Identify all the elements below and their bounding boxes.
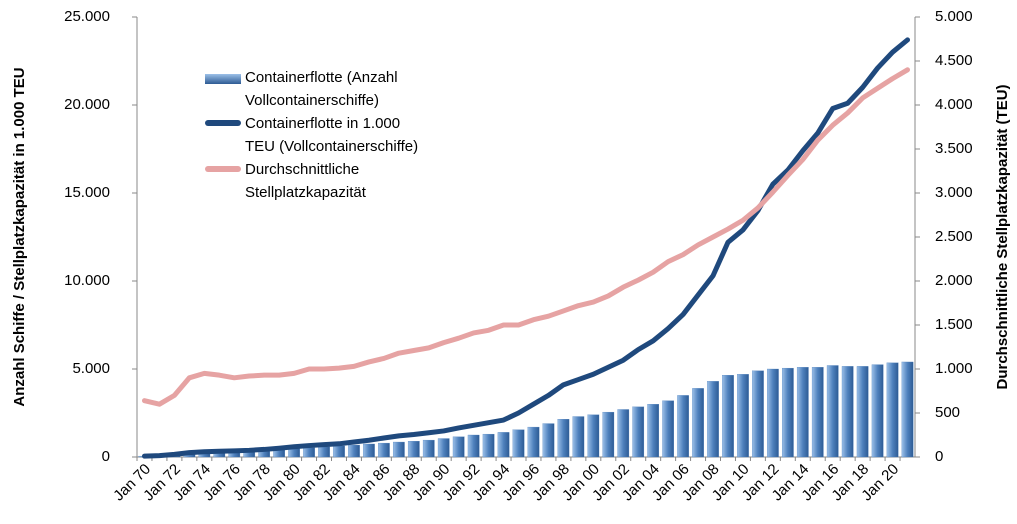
line (141, 67, 911, 407)
y2-tick-label: 1.000 (935, 360, 973, 377)
legend-entry: Containerflotte in 1.000 TEU (Vollcontai… (205, 112, 420, 158)
bar (288, 448, 300, 458)
bar (737, 374, 749, 458)
bar (871, 364, 884, 458)
y-tick-label: 0 (102, 448, 110, 465)
y2-tick-label: 0 (935, 448, 943, 465)
bar (632, 406, 645, 458)
y2-tick-label: 1.500 (935, 316, 973, 333)
bar (572, 416, 585, 458)
legend-label: Containerflotte (Anzahl Vollcontainersch… (245, 69, 398, 109)
bar (318, 446, 330, 458)
y-tick-label: 20.000 (64, 96, 110, 113)
y2-axis-title: Durchschnittliche Stellplatzkapazität (T… (994, 84, 1011, 389)
bar (587, 414, 600, 458)
bar (527, 426, 540, 458)
legend-swatch (205, 120, 241, 126)
legend-entry: Containerflotte (Anzahl Vollcontainersch… (205, 66, 420, 112)
y-axis-title: Anzahl Schiffe / Stellplatzkapazität in … (11, 67, 28, 406)
bar (752, 370, 764, 458)
bar (886, 362, 899, 458)
y-tick-label: 25.000 (64, 8, 110, 25)
legend-swatch (205, 74, 241, 84)
bar (348, 444, 360, 458)
legend: Containerflotte (Anzahl Vollcontainersch… (205, 66, 420, 204)
y2-tick-label: 2.500 (935, 228, 973, 245)
bar (901, 361, 914, 458)
bar (662, 400, 674, 458)
y2-tick-label: 3.500 (935, 140, 973, 157)
y-tick-label: 10.000 (64, 272, 110, 289)
bar (437, 438, 450, 458)
bar (841, 366, 854, 458)
y2-tick-label: 3.000 (935, 184, 973, 201)
legend-label: Containerflotte in 1.000 TEU (Vollcontai… (245, 115, 419, 155)
bar (422, 439, 435, 458)
bar (767, 368, 779, 458)
bar (303, 447, 315, 458)
bar (826, 365, 839, 458)
bar (602, 411, 615, 458)
legend-label: Durchschnittliche Stellplatzkapazität (245, 161, 366, 201)
bar (482, 433, 495, 458)
bar (617, 409, 630, 458)
bar (647, 404, 660, 458)
bar (781, 367, 794, 458)
bar (497, 432, 510, 458)
bar (677, 395, 689, 458)
bar (707, 381, 719, 458)
line (141, 37, 911, 459)
bar (407, 441, 420, 458)
bar (542, 423, 555, 458)
y2-tick-label: 500 (935, 404, 960, 421)
bar (722, 375, 734, 458)
bar (467, 434, 480, 458)
bar (856, 366, 869, 458)
bar (452, 436, 465, 458)
bar (557, 419, 570, 458)
bar (392, 441, 405, 458)
legend-swatch (205, 166, 241, 172)
y2-tick-label: 4.500 (935, 52, 973, 69)
bar (363, 443, 375, 458)
bar (692, 388, 704, 458)
bar (333, 445, 345, 458)
bar (811, 367, 824, 458)
legend-entry: Durchschnittliche Stellplatzkapazität (205, 158, 420, 204)
bar (378, 442, 390, 458)
y2-tick-label: 5.000 (935, 8, 973, 25)
y2-tick-label: 2.000 (935, 272, 973, 289)
bar (796, 367, 809, 458)
y-tick-label: 15.000 (64, 184, 110, 201)
bar (512, 429, 525, 458)
y2-tick-label: 4.000 (935, 96, 973, 113)
y-tick-label: 5.000 (72, 360, 110, 377)
